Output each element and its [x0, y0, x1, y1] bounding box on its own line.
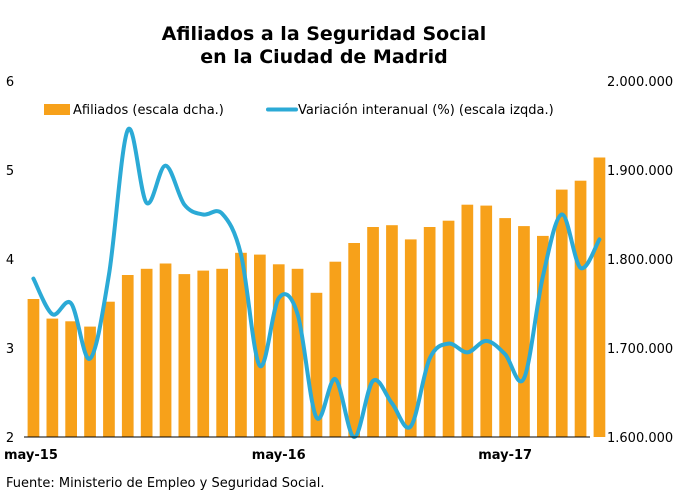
x-tick-label: may-15: [4, 448, 58, 463]
right-tick-label: 1.800.000: [607, 253, 673, 268]
right-tick-label: 1.700.000: [607, 342, 673, 357]
bar: [235, 252, 247, 437]
bar: [555, 189, 568, 437]
bar: [310, 292, 323, 437]
bar: [461, 204, 474, 437]
chart-title-line-2: en la Ciudad de Madrid: [200, 46, 448, 68]
source-note: Fuente: Ministerio de Empleo y Seguridad…: [6, 476, 325, 491]
legend-bar-label: Afiliados (escala dcha.): [73, 103, 224, 118]
bar: [480, 205, 493, 437]
left-tick-label: 6: [6, 75, 14, 90]
bar: [140, 268, 153, 437]
x-tick-label: may-17: [478, 448, 532, 463]
bar: [197, 270, 210, 437]
x-tick-label: may-16: [252, 448, 306, 463]
bar: [46, 318, 59, 437]
chart-title-line-1: Afiliados a la Seguridad Social: [162, 23, 487, 45]
left-tick-label: 2: [6, 431, 14, 446]
bar: [518, 226, 530, 437]
bar: [329, 261, 342, 437]
line-series: [31, 126, 602, 440]
left-tick-label: 5: [6, 164, 14, 179]
bar: [65, 321, 77, 437]
right-tick-label: 1.900.000: [607, 164, 673, 179]
bar: [272, 264, 285, 437]
bar: [593, 157, 606, 437]
bar: [121, 275, 134, 437]
bar: [84, 326, 96, 437]
bar: [348, 243, 360, 437]
bar: [291, 268, 304, 437]
bar: [367, 227, 379, 437]
bar: [423, 227, 436, 437]
bar: [27, 299, 40, 437]
legend: Afiliados (escala dcha.) Variación inter…: [44, 103, 554, 118]
x-axis: may-15 may-16 may-17: [4, 448, 532, 463]
left-tick-label: 4: [6, 253, 14, 268]
right-tick-label: 2.000.000: [607, 75, 673, 90]
bar: [159, 263, 172, 437]
right-axis: 1.600.000 1.700.000 1.800.000 1.900.000 2.00…: [607, 75, 673, 446]
right-tick-label: 1.600.000: [607, 431, 673, 446]
bar: [103, 301, 115, 437]
bar: [178, 274, 191, 437]
left-axis: 2 3 4 5 6: [6, 75, 14, 446]
bar: [404, 239, 417, 437]
bar: [537, 235, 549, 437]
bar: [216, 268, 228, 437]
legend-bar-swatch: [44, 104, 70, 115]
bar: [386, 225, 398, 437]
bar: [499, 218, 511, 437]
bar: [442, 220, 455, 437]
line-path: [31, 126, 602, 440]
legend-line-label: Variación interanual (%) (escala izqda.): [298, 103, 554, 118]
left-tick-label: 3: [6, 342, 14, 357]
bar-series: [27, 157, 606, 437]
bar: [254, 254, 266, 437]
bar: [574, 180, 587, 437]
